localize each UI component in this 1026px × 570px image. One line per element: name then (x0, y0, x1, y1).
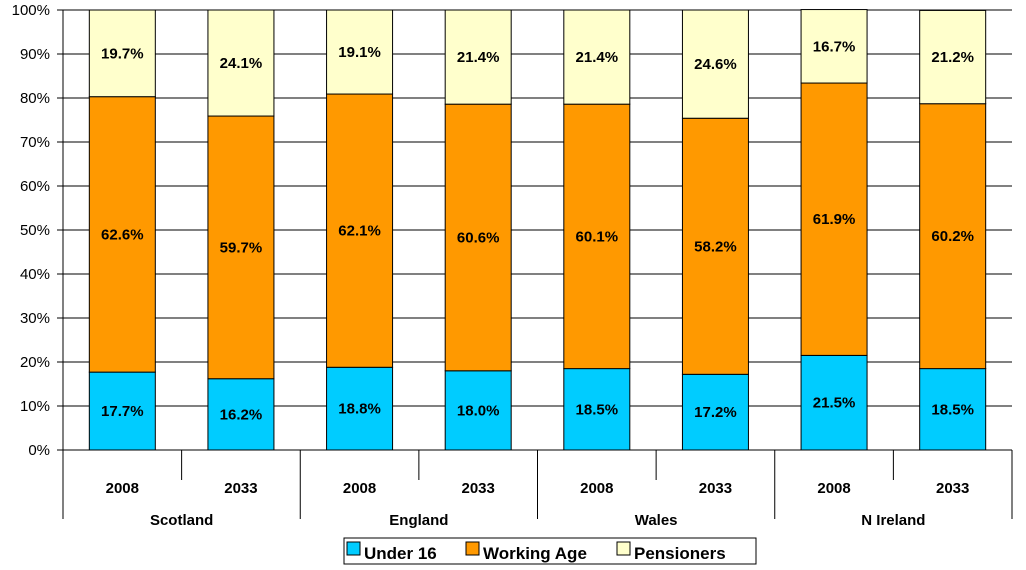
data-label: 60.2% (931, 228, 974, 245)
y-tick-label: 90% (20, 46, 50, 63)
y-tick-label: 80% (20, 90, 50, 107)
y-tick-label: 50% (20, 222, 50, 239)
data-label: 61.9% (813, 211, 856, 228)
x-category-label: 2033 (462, 480, 495, 497)
data-label: 59.7% (220, 239, 263, 256)
data-label: 21.4% (576, 49, 619, 66)
legend-swatch (347, 542, 360, 555)
x-group-label: N Ireland (861, 512, 925, 529)
y-axis: 0% 10% 20% 30% 40% 50% 60% 70% 80% 90% 100% (12, 2, 63, 459)
legend-label: Pensioners (634, 544, 726, 563)
data-label: 17.7% (101, 403, 144, 420)
x-group-label: England (389, 512, 448, 529)
y-tick-label: 100% (12, 2, 50, 19)
data-label: 16.7% (813, 38, 856, 55)
y-tick-label: 60% (20, 178, 50, 195)
x-category-label: 2033 (699, 480, 732, 497)
y-tick-label: 20% (20, 354, 50, 371)
data-label: 62.1% (338, 223, 381, 240)
data-label: 58.2% (694, 238, 737, 255)
x-group-label: Scotland (150, 512, 213, 529)
data-label: 60.6% (457, 229, 500, 246)
x-category-label: 2008 (106, 480, 139, 497)
data-label: 16.2% (220, 406, 263, 423)
x-category-label: 2008 (580, 480, 613, 497)
data-label: 24.1% (220, 55, 263, 72)
legend-label: Working Age (483, 544, 587, 563)
x-category-label: 2008 (817, 480, 850, 497)
x-category-label: 2033 (936, 480, 969, 497)
data-label: 60.1% (576, 228, 619, 245)
y-tick-label: 70% (20, 134, 50, 151)
x-category-label: 2008 (343, 480, 376, 497)
legend-swatch (466, 542, 479, 555)
data-label: 17.2% (694, 404, 737, 421)
data-label: 21.5% (813, 395, 856, 412)
gridlines (63, 10, 1012, 450)
data-label: 19.1% (338, 44, 381, 61)
data-label: 18.5% (931, 401, 974, 418)
x-axis: 2008 2033 2008 2033 2008 2033 2008 2033 Scotland… (63, 450, 1012, 529)
data-label: 21.2% (931, 49, 974, 66)
x-group-label: Wales (635, 512, 678, 529)
legend-label: Under 16 (364, 544, 437, 563)
data-label: 62.6% (101, 226, 144, 243)
data-label: 21.4% (457, 49, 500, 66)
data-label: 18.8% (338, 401, 381, 418)
data-label: 24.6% (694, 56, 737, 73)
data-label: 19.7% (101, 45, 144, 62)
x-category-label: 2033 (224, 480, 257, 497)
legend-swatch (617, 542, 630, 555)
y-tick-label: 0% (28, 442, 50, 459)
legend: Under 16 Working Age Pensioners (344, 538, 756, 564)
y-tick-label: 10% (20, 398, 50, 415)
y-tick-label: 40% (20, 266, 50, 283)
data-label: 18.5% (576, 401, 619, 418)
data-label: 18.0% (457, 402, 500, 419)
y-tick-label: 30% (20, 310, 50, 327)
